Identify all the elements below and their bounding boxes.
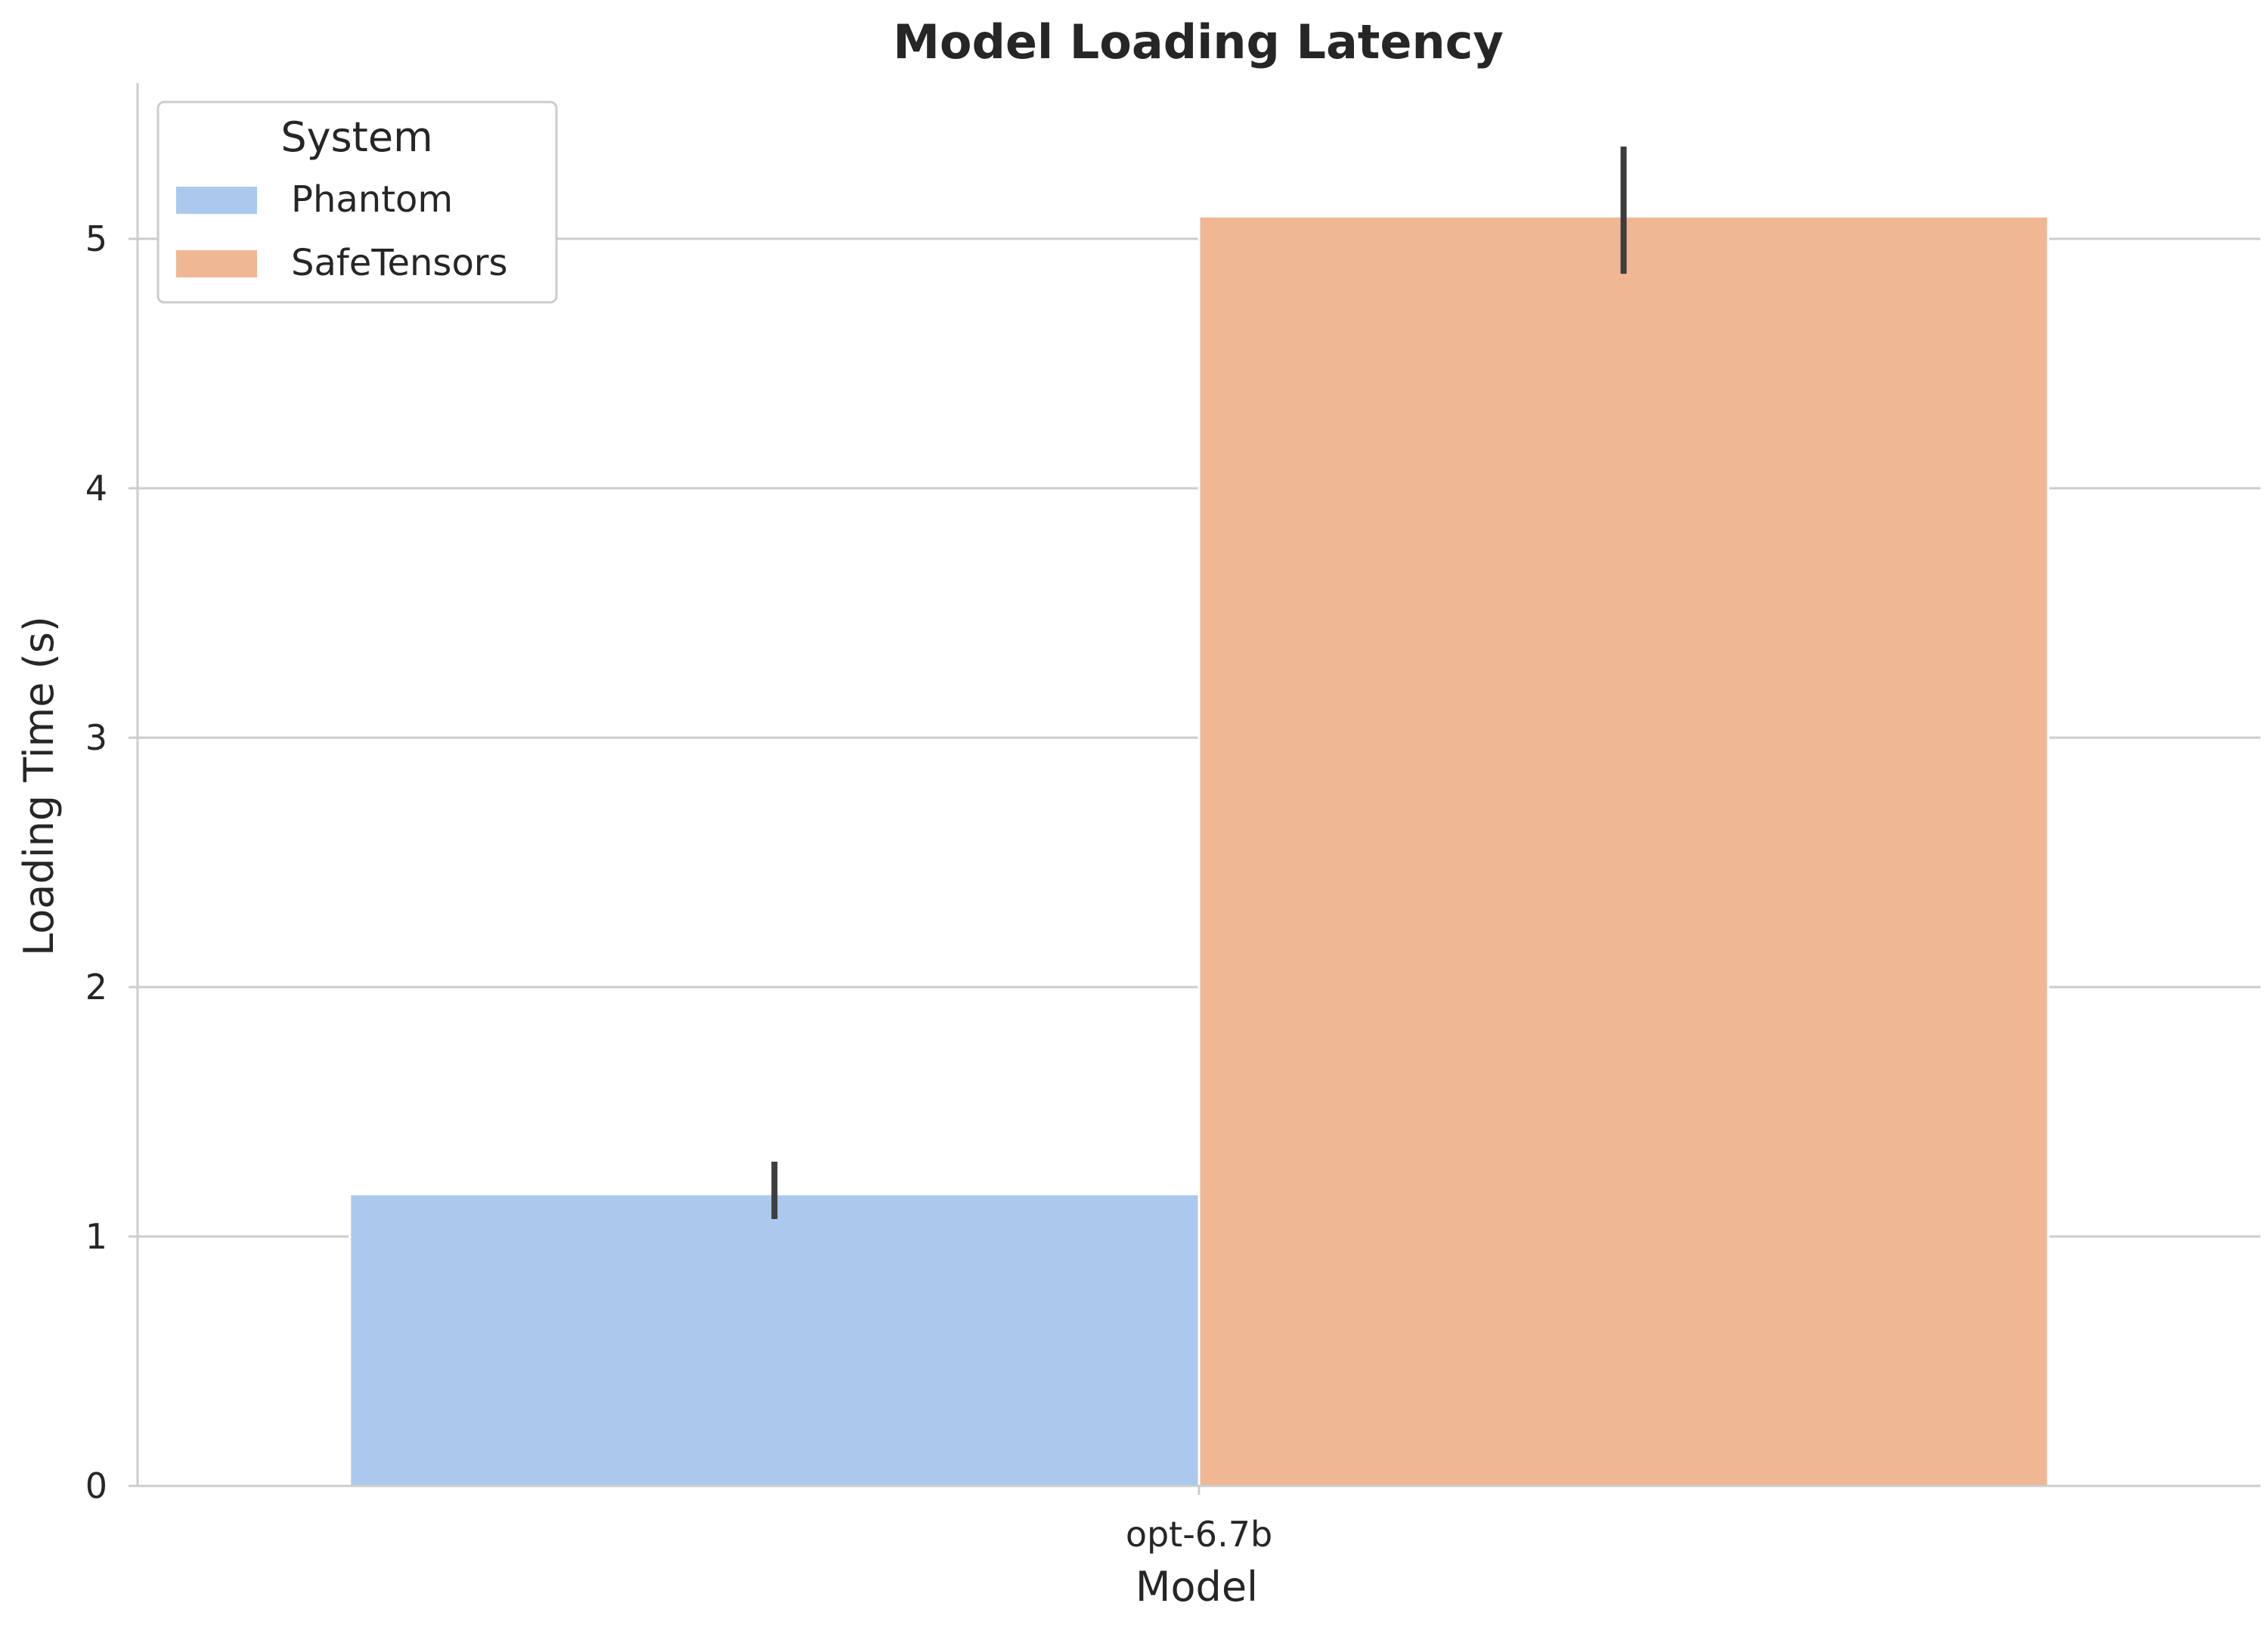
y-tick-label: 5 (85, 218, 107, 259)
legend-frame (156, 101, 558, 304)
y-tick-label: 2 (85, 967, 107, 1007)
legend-title: System (280, 113, 432, 161)
y-tick-label: 3 (85, 717, 107, 758)
x-tick-label: opt-6.7b (1126, 1514, 1272, 1555)
legend-swatch-phantom (176, 187, 257, 214)
y-axis-label: Loading Time (s) (15, 616, 63, 956)
y-tick-label: 1 (85, 1216, 107, 1257)
chart-title: Model Loading Latency (893, 14, 1504, 70)
legend-swatch-safetensors (176, 250, 257, 277)
tick-labels: 0 1 2 3 4 5 opt-6.7b (85, 218, 1272, 1555)
bars (349, 215, 2050, 1487)
y-tick-label: 4 (85, 468, 107, 509)
x-axis-label: Model (1136, 1563, 1258, 1611)
y-tick-label: 0 (85, 1466, 107, 1506)
error-bars (771, 146, 1627, 1219)
legend-label-phantom: Phantom (291, 178, 453, 221)
legend: System Phantom SafeTensors (156, 101, 558, 304)
bar-phantom (349, 1193, 1201, 1487)
legend-label-safetensors: SafeTensors (291, 242, 508, 284)
axes (136, 83, 2260, 1495)
bar-safetensors (1198, 215, 2050, 1487)
